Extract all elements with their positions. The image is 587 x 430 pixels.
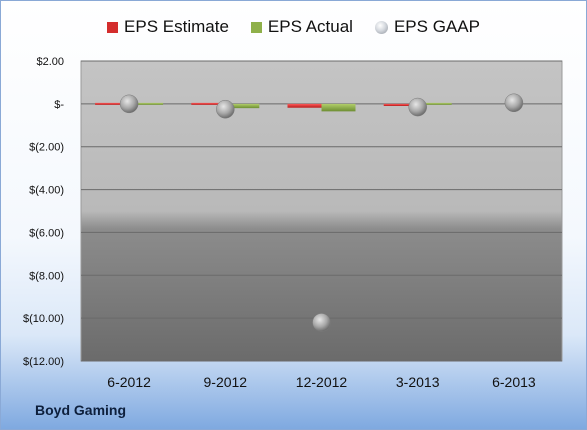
y-tick-label: $(4.00) xyxy=(29,185,64,197)
y-tick-label: $2.00 xyxy=(36,56,64,68)
bar-eps-actual xyxy=(225,103,260,109)
bar-eps-actual xyxy=(129,102,164,105)
y-tick-label: $- xyxy=(54,99,64,111)
x-tick-label: 12-2012 xyxy=(296,374,348,390)
x-tick-label: 6-2013 xyxy=(492,374,536,390)
legend-label-eps-gaap: EPS GAAP xyxy=(393,17,480,36)
company-label: Boyd Gaming xyxy=(35,402,127,418)
y-tick-label: $(12.00) xyxy=(23,356,64,368)
marker-eps-gaap xyxy=(312,313,331,332)
marker-eps-gaap xyxy=(119,94,139,114)
legend: EPS Estimate EPS Actual EPS GAAP xyxy=(1,17,586,37)
x-axis: 6-2012 9-2012 12-2012 3-2013 6-2013 xyxy=(107,374,536,390)
legend-item-eps-estimate: EPS Estimate xyxy=(107,17,229,37)
bar-eps-estimate xyxy=(191,102,226,105)
bar-eps-estimate xyxy=(95,102,130,105)
y-tick-label: $(8.00) xyxy=(29,270,64,282)
y-tick-label: $(10.00) xyxy=(23,313,64,325)
legend-item-eps-actual: EPS Actual xyxy=(250,17,353,37)
y-tick-label: $(2.00) xyxy=(29,142,64,154)
legend-swatch-eps-estimate xyxy=(107,21,119,33)
legend-swatch-eps-actual xyxy=(250,21,262,33)
legend-label-eps-estimate: EPS Estimate xyxy=(124,17,229,36)
x-tick-label: 9-2012 xyxy=(204,374,248,390)
x-tick-label: 3-2013 xyxy=(396,374,440,390)
bar-eps-actual xyxy=(321,103,356,112)
marker-eps-gaap xyxy=(504,93,524,113)
legend-label-eps-actual: EPS Actual xyxy=(267,17,353,36)
y-tick-label: $(6.00) xyxy=(29,227,64,239)
legend-swatch-eps-gaap xyxy=(374,20,388,34)
x-tick-label: 6-2012 xyxy=(107,374,151,390)
bar-eps-estimate xyxy=(287,103,322,108)
bar-eps-actual xyxy=(417,102,452,105)
legend-item-eps-gaap: EPS GAAP xyxy=(374,17,480,37)
marker-eps-gaap xyxy=(216,99,235,119)
marker-eps-gaap xyxy=(408,97,427,117)
y-axis: $2.00 $- $(2.00) $(4.00) $(6.00) $(8.00) $(10.… xyxy=(23,56,64,368)
bar-eps-estimate xyxy=(383,103,418,106)
data-marks xyxy=(95,93,524,332)
